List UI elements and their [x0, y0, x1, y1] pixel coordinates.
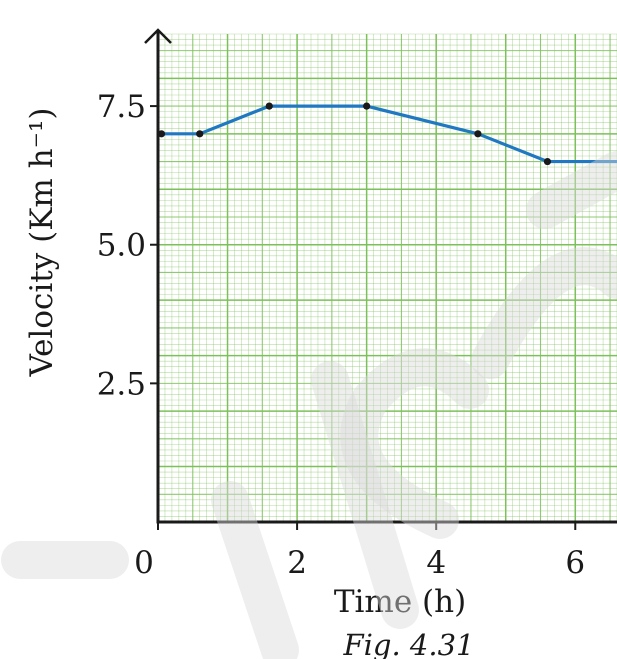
axes: [144, 28, 617, 524]
data-point: [196, 130, 204, 138]
y-tick-label: 2.5: [97, 366, 146, 402]
x-tick-label: 2: [287, 545, 307, 581]
y-tick-label: 7.5: [97, 89, 146, 125]
grid: [157, 33, 617, 523]
data-point: [363, 102, 371, 110]
y-tick-label: 5.0: [97, 228, 146, 264]
data-point: [543, 157, 552, 166]
data-point: [474, 130, 482, 138]
y-axis-title: Velocity (Km h⁻¹): [24, 108, 60, 378]
tick-labels: 2.5 5.0 7.5 0 2 4 6: [97, 89, 585, 581]
y-axis-arrow: [144, 28, 172, 44]
x-tick-label: 4: [426, 545, 446, 581]
x-axis-title: Time (h): [334, 584, 466, 620]
series: [157, 102, 617, 166]
x-tick-label: 6: [565, 545, 585, 581]
x-tick-label: 0: [134, 545, 154, 581]
figure-caption: Fig. 4.31: [343, 628, 475, 659]
data-point: [265, 102, 273, 110]
data-point: [157, 130, 166, 138]
